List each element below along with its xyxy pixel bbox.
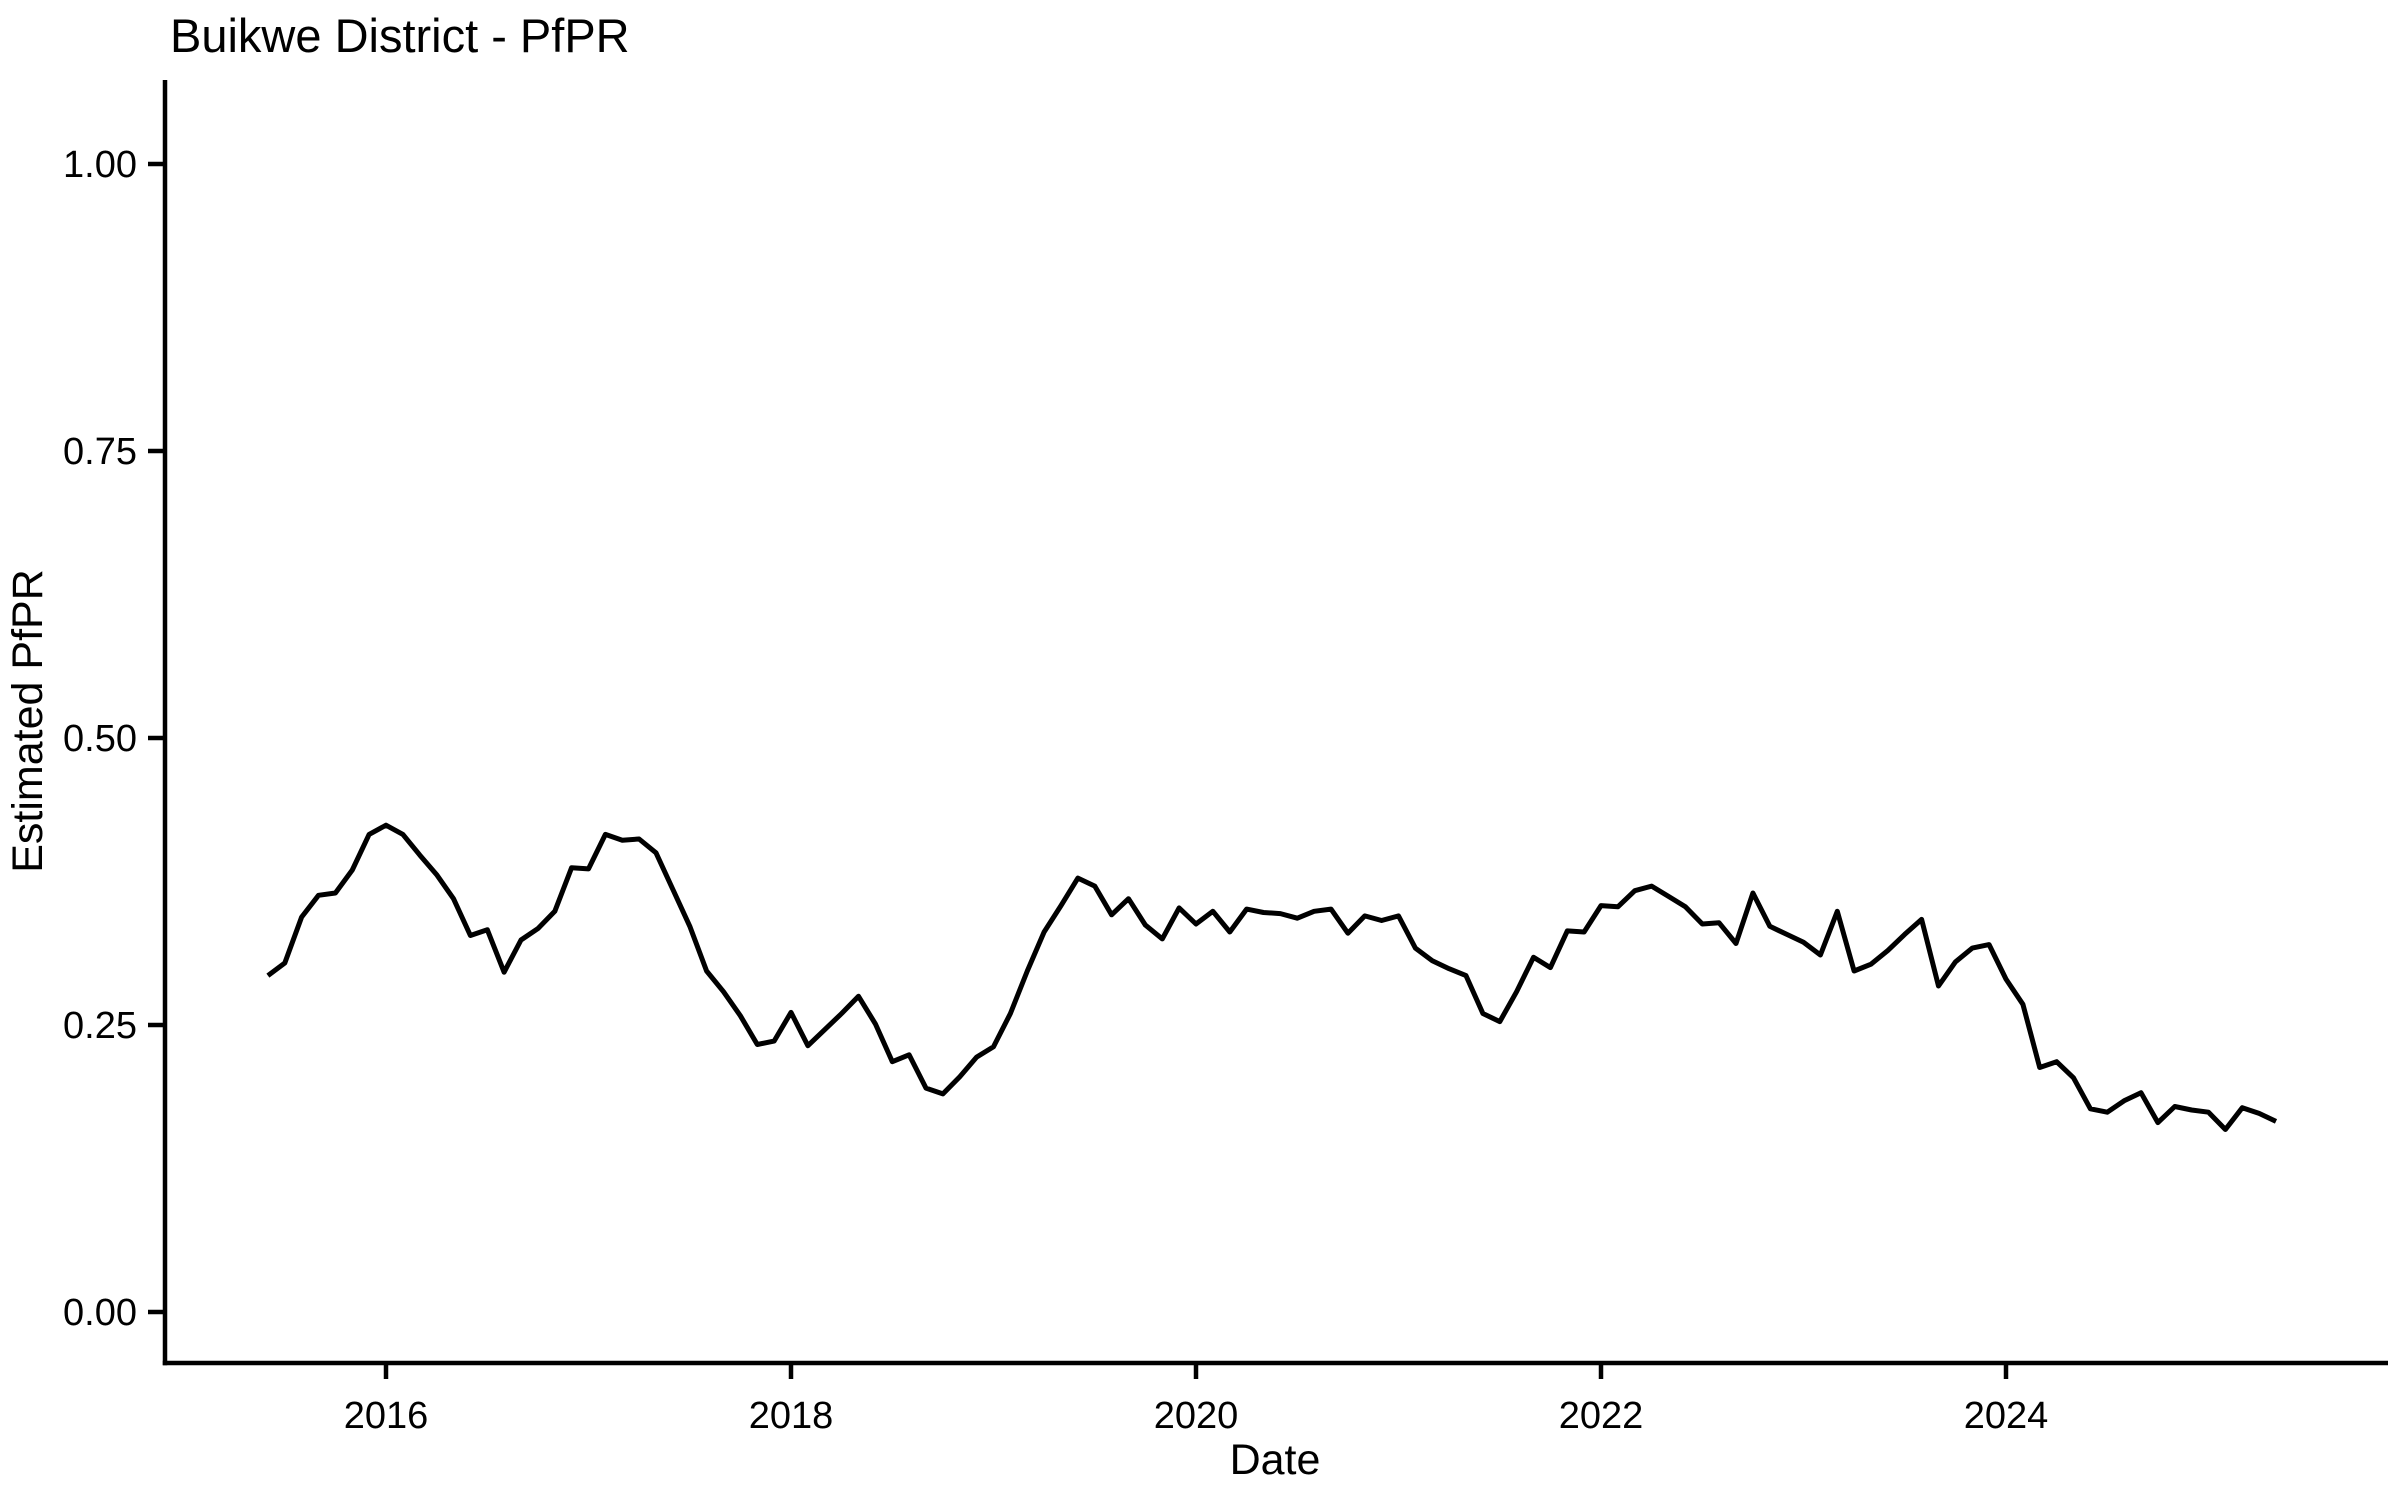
y-axis-label: Estimated PfPR (4, 569, 52, 873)
x-tick-label: 2018 (749, 1395, 834, 1437)
x-tick-label: 2016 (344, 1395, 429, 1437)
y-axis-ticks: 0.00 0.25 0.50 0.75 1.00 (63, 144, 165, 1334)
y-tick-label: 1.00 (63, 144, 137, 186)
pfpr-line-series (266, 822, 2278, 1132)
x-axis-label: Date (1230, 1436, 1321, 1484)
chart-title: Buikwe District - PfPR (170, 9, 630, 62)
y-tick-label: 0.50 (63, 718, 137, 760)
x-axis-ticks: 2016 2018 2020 2022 2024 (344, 1363, 2049, 1437)
y-tick-label: 0.25 (63, 1005, 137, 1047)
x-tick-label: 2022 (1559, 1395, 1644, 1437)
x-tick-label: 2020 (1154, 1395, 1239, 1437)
y-tick-label: 0.75 (63, 431, 137, 473)
y-tick-label: 0.00 (63, 1292, 137, 1334)
x-tick-label: 2024 (1964, 1395, 2049, 1437)
